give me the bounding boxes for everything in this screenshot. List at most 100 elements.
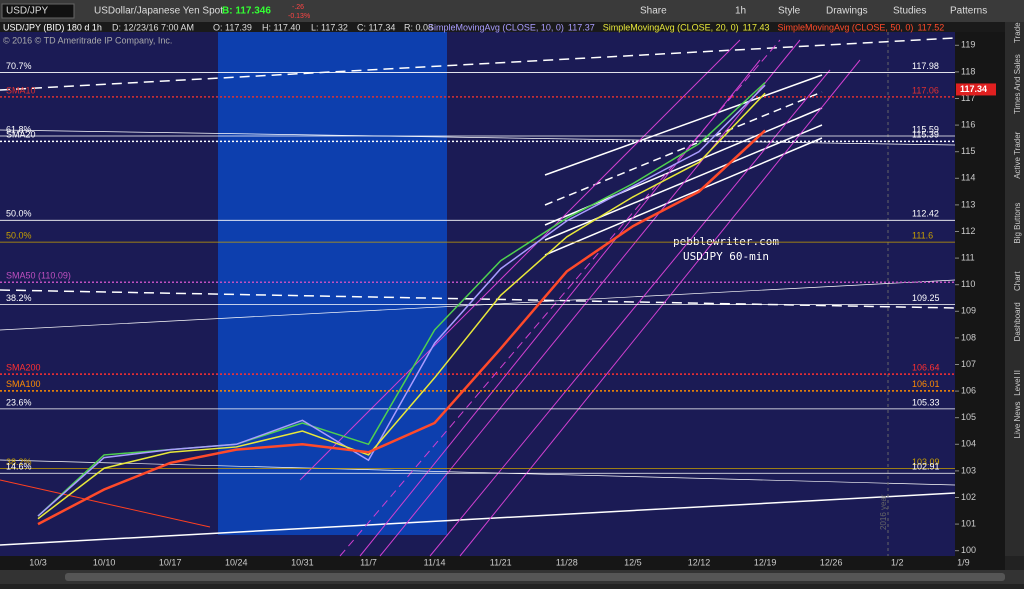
change: -.26 [292, 4, 304, 11]
x-tick-label: 11/28 [556, 557, 578, 567]
x-tick-label: 10/24 [225, 557, 248, 567]
y-tick-label: 108 [961, 332, 976, 342]
symbol-box[interactable] [1, 3, 75, 19]
level-value: 112.42 [912, 209, 939, 219]
toolbar [0, 0, 1024, 22]
copyright: © 2016 © TD Ameritrade IP Company, Inc. [3, 35, 172, 45]
info-close: C: 117.34 [357, 22, 395, 32]
side-tab[interactable]: Dashboard [1013, 302, 1022, 341]
side-tab[interactable]: Chart [1013, 271, 1022, 291]
level-value: 106.64 [912, 362, 940, 372]
x-tick-label: 11/7 [360, 557, 377, 567]
legend-entry: SimpleMovingAvg (CLOSE, 10, 0) [428, 22, 564, 32]
toolbar-button[interactable]: 1h [735, 6, 746, 17]
level-label: 23.6% [6, 397, 32, 407]
time-axis [0, 556, 1005, 570]
x-tick-label: 1/2 [891, 557, 904, 567]
y-tick-label: 109 [961, 306, 976, 316]
last-price-tag [956, 83, 996, 96]
side-panel [1005, 22, 1024, 556]
info-bar [0, 22, 1005, 32]
channel-line [544, 137, 823, 256]
y-tick-label: 106 [961, 385, 976, 395]
legend-value: 117.52 [917, 22, 944, 32]
level-label: 61.8% [6, 124, 32, 134]
legend-entry: SimpleMovingAvg (CLOSE, 20, 0) [603, 22, 739, 32]
level-label: SMA100 [6, 379, 41, 389]
trend-line [0, 129, 956, 146]
highlight-zone [218, 32, 447, 535]
x-tick-label: 12/19 [754, 557, 777, 567]
level-value: 102.91 [912, 462, 940, 472]
y-tick-label: 117 [961, 93, 975, 103]
annotation: USDJPY 60-min [683, 250, 769, 263]
level-label: 14.6% [6, 462, 32, 472]
side-tab[interactable]: Times And Sales [1013, 54, 1022, 114]
level-value: 117.98 [912, 61, 939, 71]
last-price-label: 117.34 [960, 84, 987, 94]
x-tick-label: 10/31 [291, 557, 314, 567]
info-range: R: 0.08 [404, 22, 433, 32]
side-tab[interactable]: Big Buttons [1013, 203, 1022, 244]
x-tick-label: 12/5 [624, 557, 642, 567]
x-tick-label: 10/17 [159, 557, 182, 567]
legend-value: 117.37 [568, 22, 595, 32]
pitchfork-line [299, 39, 741, 481]
y-tick-label: 118 [961, 66, 975, 76]
y-tick-label: 115 [961, 146, 975, 156]
side-tab[interactable]: Live News [1013, 401, 1022, 438]
level-label: 38.2% [6, 457, 32, 467]
info-low: L: 117.32 [311, 22, 348, 32]
trend-line [0, 459, 956, 486]
x-tick-label: 11/14 [424, 557, 446, 567]
level-label: SMA200 [6, 362, 41, 372]
x-tick-label: 10/3 [29, 557, 47, 567]
toolbar-button[interactable]: Studies [893, 6, 926, 17]
bid: B: 117.346 [222, 6, 271, 17]
info-date: D: 12/23/16 7:00 AM [112, 22, 194, 32]
x-tick-label: 12/26 [820, 557, 843, 567]
side-tab[interactable]: Trade [1013, 22, 1022, 43]
level-value: 105.33 [912, 397, 940, 407]
symbol: USD/JPY [6, 6, 49, 17]
level-value: 109.25 [912, 293, 940, 303]
toolbar-button[interactable]: Patterns [950, 6, 987, 17]
y-tick-label: 104 [961, 439, 976, 449]
description: USDollar/Japanese Yen Spot [94, 6, 223, 17]
trend-line [0, 479, 211, 528]
y-tick-label: 116 [961, 119, 975, 129]
x-tick-label: 11/21 [490, 557, 512, 567]
toolbar-button[interactable]: Drawings [826, 6, 868, 17]
y-tick-label: 107 [961, 359, 976, 369]
toolbar-button[interactable]: Style [778, 6, 801, 17]
y-tick-label: 103 [961, 465, 976, 475]
info-high: H: 117.40 [262, 22, 300, 32]
pitchfork-line [379, 39, 801, 557]
info-open: O: 117.39 [213, 22, 252, 32]
level-label: SMA50 (110.09) [6, 271, 71, 281]
side-tab[interactable]: Level II [1013, 370, 1022, 396]
series-line [37, 92, 766, 520]
y-tick-label: 100 [961, 545, 976, 555]
x-tick-label: 10/10 [93, 557, 116, 567]
y-tick-label: 119 [961, 40, 975, 50]
y-tick-label: 110 [961, 279, 975, 289]
level-value: 106.01 [912, 379, 940, 389]
level-label: SMA10 [6, 85, 36, 95]
level-value: 115.59 [912, 124, 939, 134]
pitchfork-line [429, 69, 831, 557]
x-tick-label: 1/9 [957, 557, 970, 567]
scroll-thumb[interactable] [65, 573, 1005, 581]
side-tab[interactable]: Active Trader [1013, 131, 1022, 178]
year-note: 2016 year [879, 494, 888, 530]
y-tick-label: 114 [961, 173, 975, 183]
price-axis [955, 32, 1005, 556]
toolbar-button[interactable]: Share [640, 6, 667, 17]
series-line [37, 84, 766, 517]
level-label: 50.0% [6, 209, 32, 219]
x-tick-label: 12/12 [688, 557, 711, 567]
level-value: 103.09 [912, 457, 940, 467]
change-pct: -0.13% [288, 13, 310, 20]
